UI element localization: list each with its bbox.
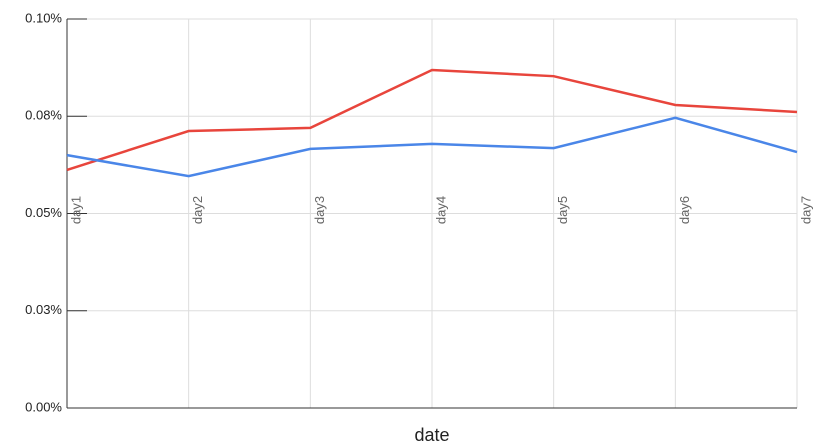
series-line: [66, 68, 798, 172]
x-tick-label: day2: [190, 196, 205, 224]
x-tick-label: day4: [433, 196, 448, 224]
x-axis-title: date: [414, 425, 449, 445]
series-line: [66, 116, 798, 178]
x-tick-label: day7: [798, 196, 813, 224]
y-tick-label: 0.00%: [25, 399, 62, 414]
y-tick-label: 0.03%: [25, 302, 62, 317]
y-tick-label: 0.10%: [25, 10, 62, 25]
y-tick-label: 0.08%: [25, 108, 62, 123]
y-tick-label: 0.05%: [25, 205, 62, 220]
x-tick-label: day6: [677, 196, 692, 224]
x-tick-label: day1: [68, 196, 83, 224]
x-tick-label: day5: [555, 196, 570, 224]
x-tick-label: day3: [312, 196, 327, 224]
